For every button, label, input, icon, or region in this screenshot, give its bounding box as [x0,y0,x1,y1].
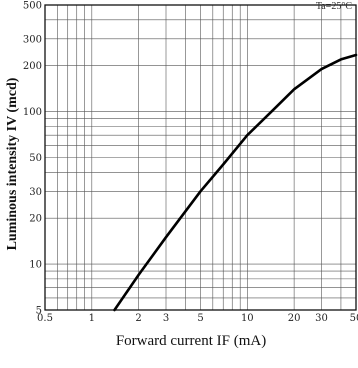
series-line [113,53,358,312]
x-tick-label: 5 [197,313,203,324]
tick-labels: 0.5 1 2 3 5 10 20 30 50 5 10 20 30 50 100 200 300 500 [23,1,358,325]
y-tick-label: 50 [29,153,42,164]
x-tick-label: 50 [350,313,358,324]
x-tick-label: 20 [288,313,301,324]
y-tick-label: 5 [36,306,42,317]
series [113,53,358,312]
y-tick-label: 20 [29,214,42,225]
x-tick-label: 30 [315,313,328,324]
y-tick-label: 300 [23,34,42,45]
y-tick-label: 100 [23,107,42,118]
x-tick-label: 10 [241,313,254,324]
y-tick-label: 30 [29,187,42,198]
y-tick-label: 200 [23,61,42,72]
y-axis-label: Luminous intensity IV (mcd) [5,77,20,250]
grid [45,5,356,310]
plot-frame [44,4,357,311]
x-axis-label: Forward current IF (mA) [116,333,266,349]
corner-note: Ta=25°C [316,1,352,12]
y-tick-label: 10 [29,260,42,271]
x-tick-label: 2 [135,313,141,324]
x-tick-label: 3 [163,313,169,324]
x-tick-label: 1 [89,313,95,324]
y-tick-label: 500 [23,1,42,12]
x-tick-label: 0.5 [37,313,53,324]
